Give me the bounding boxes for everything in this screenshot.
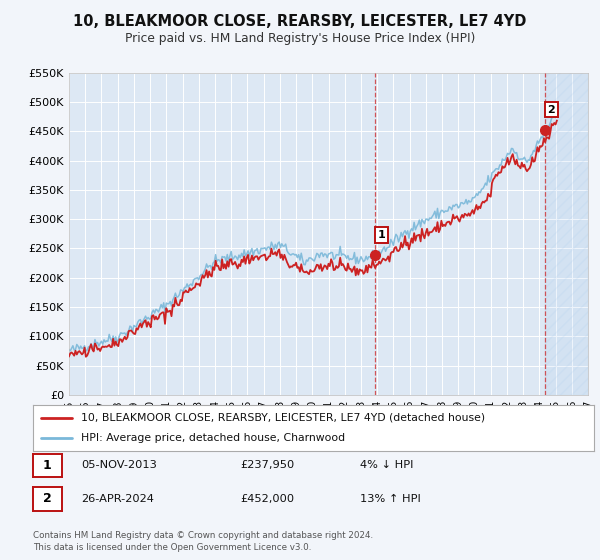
Text: 1: 1 xyxy=(43,459,52,472)
Text: This data is licensed under the Open Government Licence v3.0.: This data is licensed under the Open Gov… xyxy=(33,543,311,552)
Text: 2: 2 xyxy=(43,492,52,506)
Text: 13% ↑ HPI: 13% ↑ HPI xyxy=(360,494,421,504)
Text: 4% ↓ HPI: 4% ↓ HPI xyxy=(360,460,413,470)
Bar xyxy=(545,73,588,395)
Text: 10, BLEAKMOOR CLOSE, REARSBY, LEICESTER, LE7 4YD (detached house): 10, BLEAKMOOR CLOSE, REARSBY, LEICESTER,… xyxy=(80,413,485,423)
Text: £237,950: £237,950 xyxy=(240,460,294,470)
Text: Price paid vs. HM Land Registry's House Price Index (HPI): Price paid vs. HM Land Registry's House … xyxy=(125,32,475,45)
Text: 26-APR-2024: 26-APR-2024 xyxy=(81,494,154,504)
Text: 05-NOV-2013: 05-NOV-2013 xyxy=(81,460,157,470)
Text: HPI: Average price, detached house, Charnwood: HPI: Average price, detached house, Char… xyxy=(80,433,345,443)
Text: Contains HM Land Registry data © Crown copyright and database right 2024.: Contains HM Land Registry data © Crown c… xyxy=(33,531,373,540)
Text: 10, BLEAKMOOR CLOSE, REARSBY, LEICESTER, LE7 4YD: 10, BLEAKMOOR CLOSE, REARSBY, LEICESTER,… xyxy=(73,14,527,29)
Text: 1: 1 xyxy=(377,230,385,240)
Text: £452,000: £452,000 xyxy=(240,494,294,504)
Text: 2: 2 xyxy=(547,105,555,115)
